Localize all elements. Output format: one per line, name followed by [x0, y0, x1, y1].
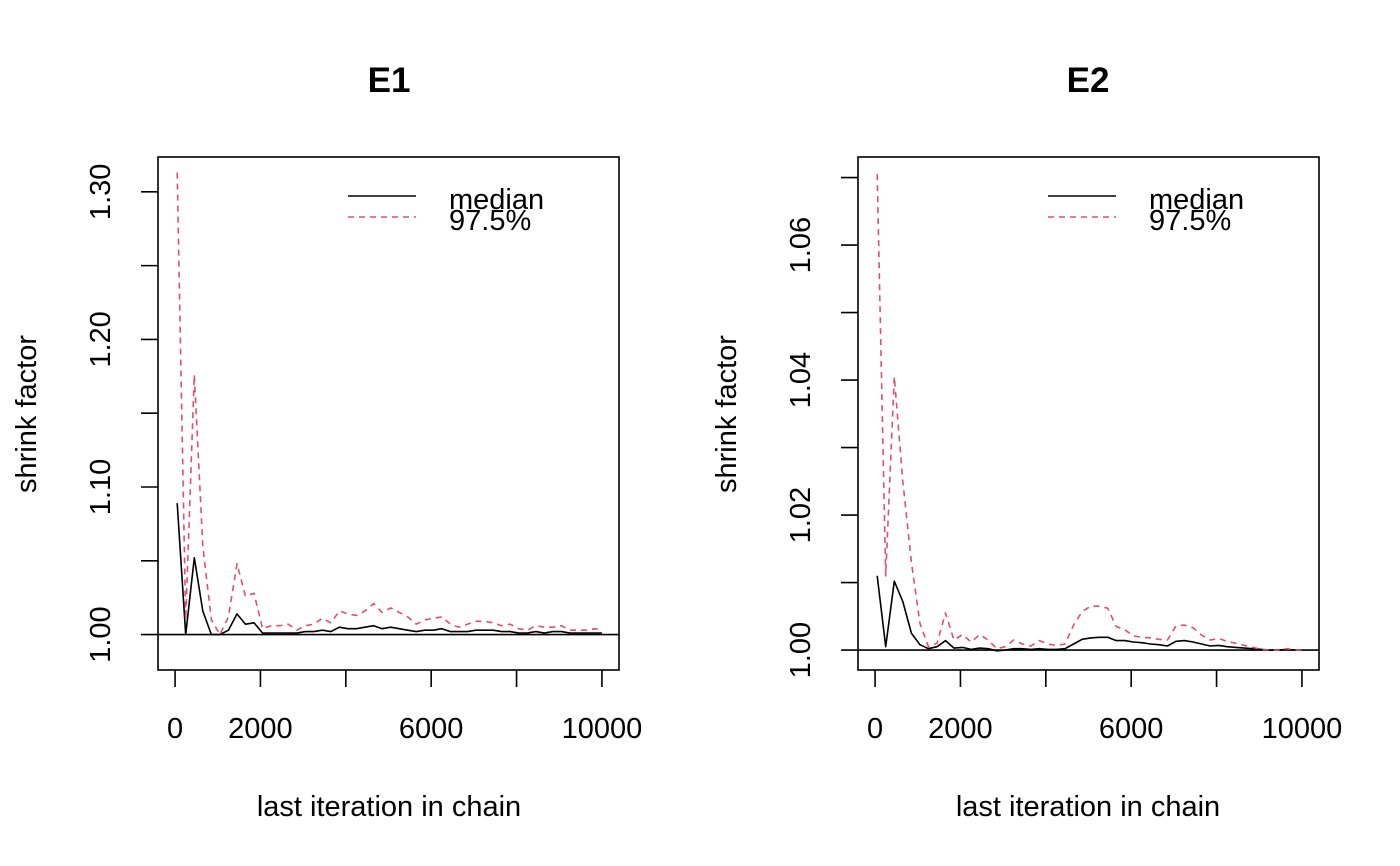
y-tick-label: 1.30	[85, 164, 117, 220]
x-tick-label: 0	[167, 713, 183, 745]
chart-title: E1	[368, 61, 411, 100]
x-tick-label: 10000	[562, 713, 643, 745]
series-group	[876, 174, 1302, 652]
series-line-median	[176, 503, 602, 636]
series-line-median	[876, 575, 1302, 652]
y-tick-label: 1.00	[785, 622, 817, 678]
legend-label-97-5: 97.5%	[1149, 205, 1231, 237]
y-axis: 1.00 1.02 1.04 1.06	[785, 176, 858, 678]
legend-label-median: median	[449, 184, 544, 216]
series-line-97-5	[176, 172, 603, 636]
legend: median 97.5%	[1048, 184, 1244, 237]
x-axis-label: last iteration in chain	[956, 791, 1220, 823]
y-tick-label: 1.00	[85, 606, 117, 662]
x-axis: 0 2000 6000 10000	[167, 670, 642, 745]
y-tick-label: 1.02	[785, 487, 817, 543]
chart-panel-e1: E1 last iteration in chain shrink factor…	[11, 61, 642, 823]
legend-label-97-5: 97.5%	[449, 205, 531, 237]
series-group	[176, 172, 603, 636]
legend: median 97.5%	[348, 184, 544, 237]
x-tick-label: 2000	[228, 713, 293, 745]
chart-title: E2	[1067, 61, 1110, 100]
chart-panel-e2: E2 last iteration in chain shrink factor…	[711, 61, 1342, 823]
x-axis: 0 2000 6000 10000	[867, 670, 1342, 745]
x-tick-label: 6000	[1099, 713, 1164, 745]
y-tick-label: 1.10	[85, 459, 117, 515]
y-axis-label: shrink factor	[11, 335, 43, 493]
y-tick-label: 1.20	[85, 311, 117, 367]
legend-label-median: median	[1149, 184, 1244, 216]
x-tick-label: 6000	[399, 713, 464, 745]
y-axis: 1.00 1.10 1.20 1.30	[85, 164, 158, 663]
y-tick-label: 1.06	[785, 217, 817, 273]
plot-frame	[857, 156, 1320, 671]
x-tick-label: 10000	[1262, 713, 1343, 745]
series-line-97-5	[876, 174, 1302, 651]
y-tick-label: 1.04	[785, 352, 817, 408]
x-axis-label: last iteration in chain	[257, 791, 521, 823]
y-axis-label: shrink factor	[711, 335, 743, 493]
x-tick-label: 2000	[928, 713, 993, 745]
x-tick-label: 0	[867, 713, 883, 745]
